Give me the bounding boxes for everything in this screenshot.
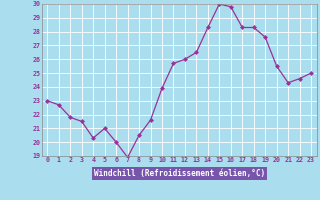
X-axis label: Windchill (Refroidissement éolien,°C): Windchill (Refroidissement éolien,°C) xyxy=(94,169,265,178)
